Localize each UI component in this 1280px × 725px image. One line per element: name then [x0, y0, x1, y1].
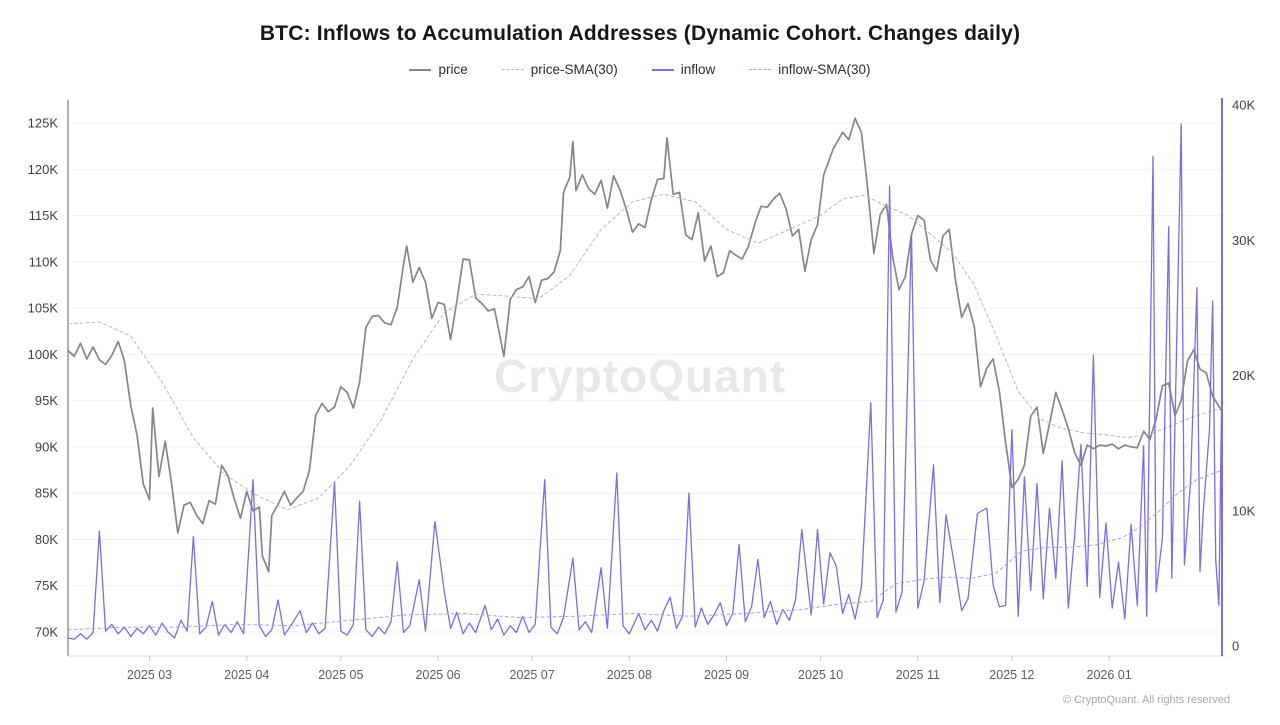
legend-item-inflow[interactable]: inflow: [651, 62, 716, 77]
x-axis-tick-label: 2025 05: [318, 668, 363, 682]
price-sma-line-swatch-icon: [501, 69, 524, 70]
x-axis-tick-label: 2025 06: [415, 668, 460, 682]
x-axis-tick-label: 2025 03: [127, 668, 172, 682]
series-line-inflow-sma-30-[interactable]: [67, 469, 1223, 631]
left-axis-tick-label: 70K: [35, 625, 58, 640]
left-axis-tick-label: 110K: [29, 254, 59, 269]
left-axis-tick-label: 75K: [35, 578, 58, 593]
right-axis-tick-label: 20K: [1232, 368, 1255, 383]
left-axis-tick-label: 80K: [35, 532, 58, 547]
chart-title: BTC: Inflows to Accumulation Addresses (…: [259, 22, 1021, 45]
price-line-swatch-icon: [409, 68, 432, 71]
x-axis-tick-label: 2025 09: [704, 668, 749, 682]
x-axis-tick-label: 2025 04: [224, 668, 269, 682]
x-axis-tick-label: 2026 01: [1087, 668, 1132, 682]
left-axis-tick-label: 115K: [29, 208, 59, 223]
legend-label: price: [438, 62, 468, 77]
watermark-logo: CryptoQuant: [494, 350, 786, 402]
x-axis-tick-label: 2025 07: [510, 668, 555, 682]
right-axis-tick-label: 0: [1232, 639, 1239, 654]
x-axis-tick-label: 2025 08: [607, 668, 652, 682]
x-axis-tick-label: 2025 12: [989, 668, 1034, 682]
left-axis-tick-label: 105K: [28, 301, 59, 316]
series-line-price[interactable]: [67, 117, 1223, 573]
x-axis-tick-label: 2025 11: [896, 668, 940, 682]
copyright-footer: © CryptoQuant. All rights reserved: [1062, 694, 1230, 706]
legend-item-inflow-sma[interactable]: inflow-SMA(30): [749, 62, 871, 77]
left-axis-tick-label: 85K: [35, 486, 58, 501]
legend-label: inflow-SMA(30): [778, 62, 871, 77]
chart-legend: price price-SMA(30) inflow inflow-SMA(30…: [0, 62, 1280, 77]
legend-label: price-SMA(30): [530, 62, 618, 77]
inflow-line-swatch-icon: [651, 68, 674, 71]
x-axis-tick-label: 2025 10: [798, 668, 843, 682]
right-axis-tick-label: 10K: [1232, 503, 1255, 518]
left-axis-tick-label: 95K: [35, 393, 58, 408]
left-axis-tick-label: 125K: [28, 116, 59, 131]
right-axis-tick-label: 40K: [1232, 98, 1255, 113]
legend-item-price-sma[interactable]: price-SMA(30): [501, 62, 618, 77]
series-line-inflow[interactable]: [67, 123, 1223, 640]
legend-label: inflow: [680, 62, 716, 77]
left-axis-tick-label: 100K: [28, 347, 59, 362]
left-axis-tick-label: 120K: [28, 162, 59, 177]
legend-item-price[interactable]: price: [409, 62, 468, 77]
right-axis-tick-label: 30K: [1232, 233, 1255, 248]
inflow-sma-line-swatch-icon: [749, 69, 772, 70]
left-axis-tick-label: 90K: [35, 439, 58, 454]
series-line-price-sma-30-[interactable]: [67, 193, 1223, 511]
